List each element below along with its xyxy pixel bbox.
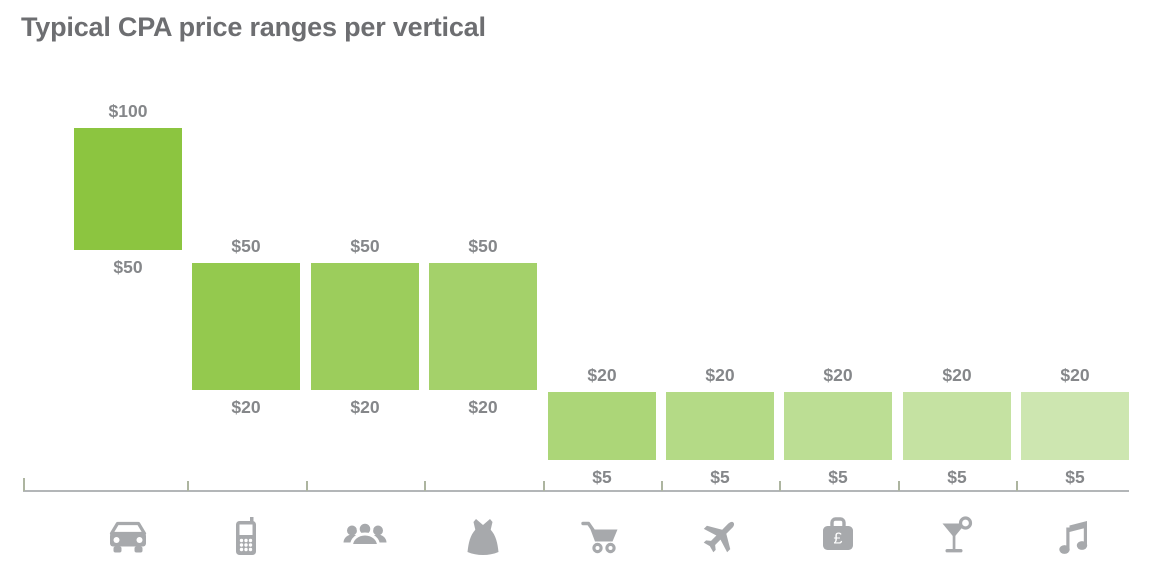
mobile-phone-icon bbox=[220, 510, 272, 562]
people-group-icon bbox=[339, 510, 391, 562]
x-axis-line bbox=[23, 490, 1129, 492]
bar-min-label: $20 bbox=[231, 397, 261, 417]
bar-min-label: $20 bbox=[468, 397, 498, 417]
airplane-icon bbox=[694, 510, 746, 562]
x-axis-tick bbox=[898, 481, 900, 491]
bar-max-label: $20 bbox=[823, 365, 853, 385]
bar-max-label: $50 bbox=[468, 236, 498, 256]
chart-title: Typical CPA price ranges per vertical bbox=[21, 12, 486, 42]
range-bar bbox=[74, 128, 182, 250]
x-axis-tick bbox=[424, 481, 426, 491]
bar-min-label: $5 bbox=[947, 467, 967, 487]
shopping-cart-icon bbox=[576, 510, 628, 562]
range-bar bbox=[1021, 392, 1129, 460]
x-axis-tick bbox=[661, 481, 663, 491]
range-bar bbox=[548, 392, 656, 460]
bar-min-label: $5 bbox=[828, 467, 848, 487]
cocktail-icon bbox=[931, 510, 983, 562]
bar-min-label: $5 bbox=[1065, 467, 1085, 487]
bar-max-label: $20 bbox=[705, 365, 735, 385]
bar-max-label: $100 bbox=[108, 101, 148, 121]
bar-max-label: $20 bbox=[942, 365, 972, 385]
x-axis-tick bbox=[187, 481, 189, 491]
bar-max-label: $50 bbox=[231, 236, 261, 256]
svg-text:£: £ bbox=[834, 531, 843, 548]
bar-min-label: $50 bbox=[113, 257, 143, 277]
car-icon bbox=[102, 510, 154, 562]
range-bar bbox=[784, 392, 892, 460]
bar-max-label: $20 bbox=[587, 365, 617, 385]
x-axis-tick bbox=[779, 481, 781, 491]
briefcase-pound-icon: £ bbox=[812, 510, 864, 562]
x-axis-tick bbox=[1016, 481, 1018, 491]
bar-min-label: $5 bbox=[710, 467, 730, 487]
bar-min-label: $5 bbox=[592, 467, 612, 487]
bar-max-label: $20 bbox=[1060, 365, 1090, 385]
range-bar bbox=[903, 392, 1011, 460]
range-bar bbox=[192, 263, 300, 390]
x-axis-end-tick bbox=[23, 478, 25, 491]
bar-max-label: $50 bbox=[350, 236, 380, 256]
x-axis-tick bbox=[306, 481, 308, 491]
bar-min-label: $20 bbox=[350, 397, 380, 417]
range-bar bbox=[666, 392, 774, 460]
range-bar bbox=[311, 263, 419, 390]
x-axis-tick bbox=[543, 481, 545, 491]
dress-icon bbox=[457, 510, 509, 562]
music-notes-icon bbox=[1049, 510, 1101, 562]
range-bar bbox=[429, 263, 537, 390]
